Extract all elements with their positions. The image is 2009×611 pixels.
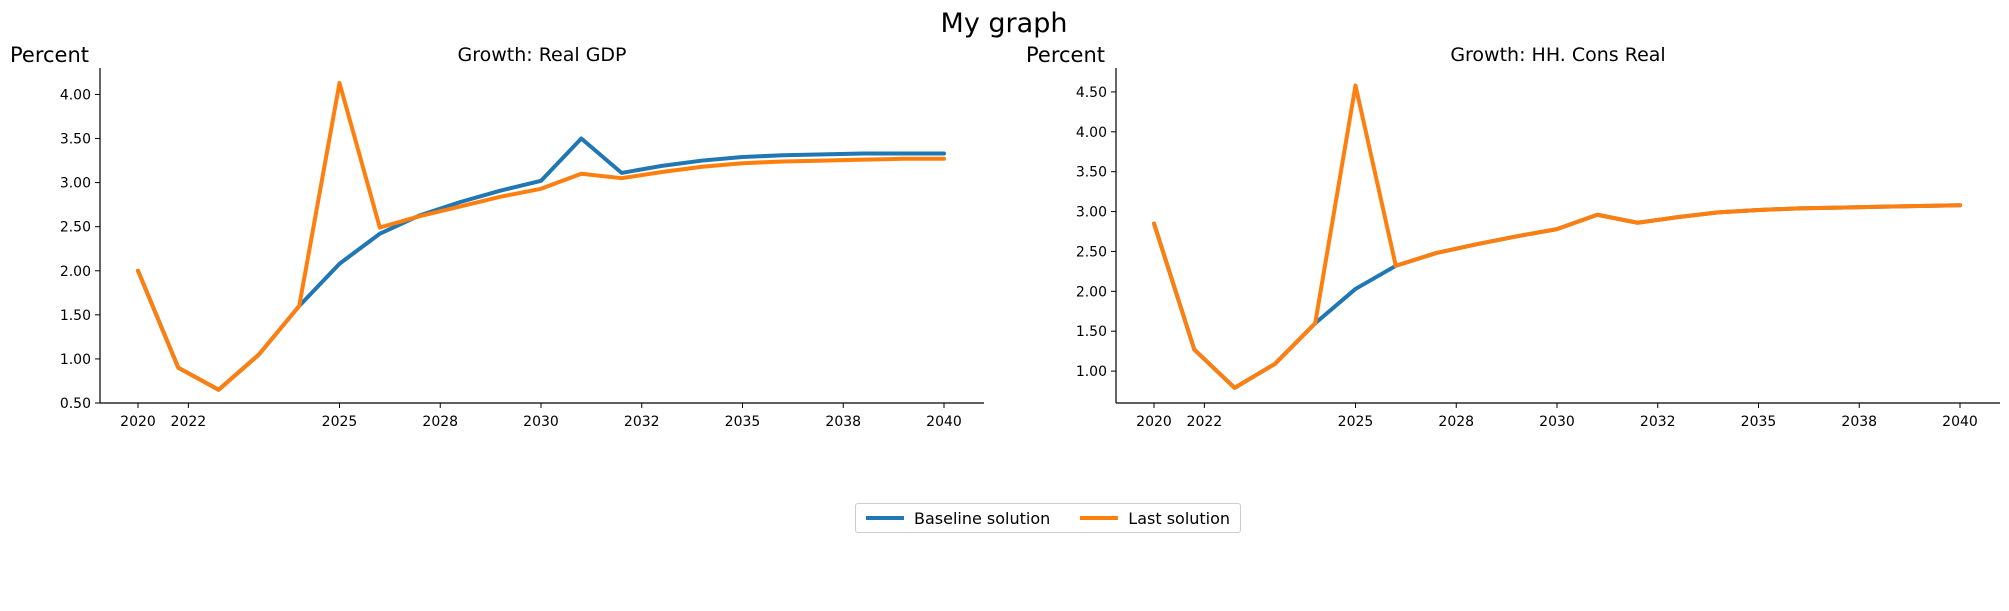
chart-title: Growth: HH. Cons Real — [1450, 44, 1665, 66]
y-tick-label: 2.50 — [1076, 244, 1107, 260]
legend-swatch-baseline — [866, 516, 904, 520]
y-tick-label: 3.00 — [60, 176, 91, 192]
y-tick-label: 0.50 — [60, 396, 91, 412]
x-tick-label: 2028 — [422, 414, 458, 430]
chart-title: Growth: Real GDP — [457, 44, 626, 66]
x-tick-label: 2020 — [120, 414, 156, 430]
y-tick-label: 3.50 — [1076, 165, 1107, 181]
x-tick-label: 2032 — [624, 414, 660, 430]
y-tick-label: 2.00 — [60, 264, 91, 280]
figure-title: My graph — [941, 8, 1068, 39]
series-line-baseline — [1152, 203, 1962, 390]
y-tick-label: 1.00 — [60, 352, 91, 368]
y-axis-label: Percent — [10, 43, 89, 67]
legend-label-last: Last solution — [1128, 508, 1231, 528]
legend-item-baseline: Baseline solution — [866, 509, 1050, 528]
y-tick-label: 1.00 — [1076, 364, 1107, 380]
y-tick-label: 1.50 — [1076, 324, 1107, 340]
chart-panel-gdp: Growth: Real GDP Percent 0.50 1.00 1.50 2.00 2… — [10, 43, 984, 430]
y-tick-label: 2.00 — [1076, 284, 1107, 300]
legend-item-last: Last solution — [1080, 509, 1230, 528]
legend: Baseline solution Last solution — [855, 503, 1242, 533]
series-line-last — [1152, 83, 1962, 390]
x-tick-label: 2038 — [825, 414, 861, 430]
x-tick-label: 2020 — [1136, 414, 1172, 430]
x-tick-label: 2025 — [322, 414, 358, 430]
y-tick-label: 4.50 — [1076, 85, 1107, 101]
series-line-last — [136, 80, 946, 392]
y-tick-label: 4.00 — [1076, 125, 1107, 141]
x-tick-label: 2035 — [725, 414, 761, 430]
y-tick-label: 3.50 — [60, 132, 91, 148]
x-tick-label: 2025 — [1338, 414, 1374, 430]
legend-swatch-last — [1080, 516, 1119, 520]
y-tick-label: 3.00 — [1076, 205, 1107, 221]
x-tick-label: 2040 — [1942, 414, 1978, 430]
y-tick-label: 4.00 — [60, 87, 91, 103]
y-tick-label: 1.50 — [60, 308, 91, 324]
y-tick-label: 2.50 — [60, 220, 91, 236]
x-tick-label: 2040 — [926, 414, 962, 430]
y-axis-label: Percent — [1026, 43, 1105, 67]
x-tick-label: 2035 — [1741, 414, 1777, 430]
x-tick-label: 2030 — [523, 414, 559, 430]
legend-label-baseline: Baseline solution — [914, 508, 1051, 528]
x-tick-label: 2022 — [1187, 414, 1223, 430]
x-tick-label: 2030 — [1539, 414, 1575, 430]
x-tick-label: 2038 — [1841, 414, 1877, 430]
x-tick-label: 2028 — [1438, 414, 1474, 430]
chart-panel-hh-cons: Growth: HH. Cons Real Percent 1.00 1.50 2.00… — [1026, 43, 2000, 430]
x-tick-label: 2032 — [1640, 414, 1676, 430]
x-tick-label: 2022 — [171, 414, 207, 430]
